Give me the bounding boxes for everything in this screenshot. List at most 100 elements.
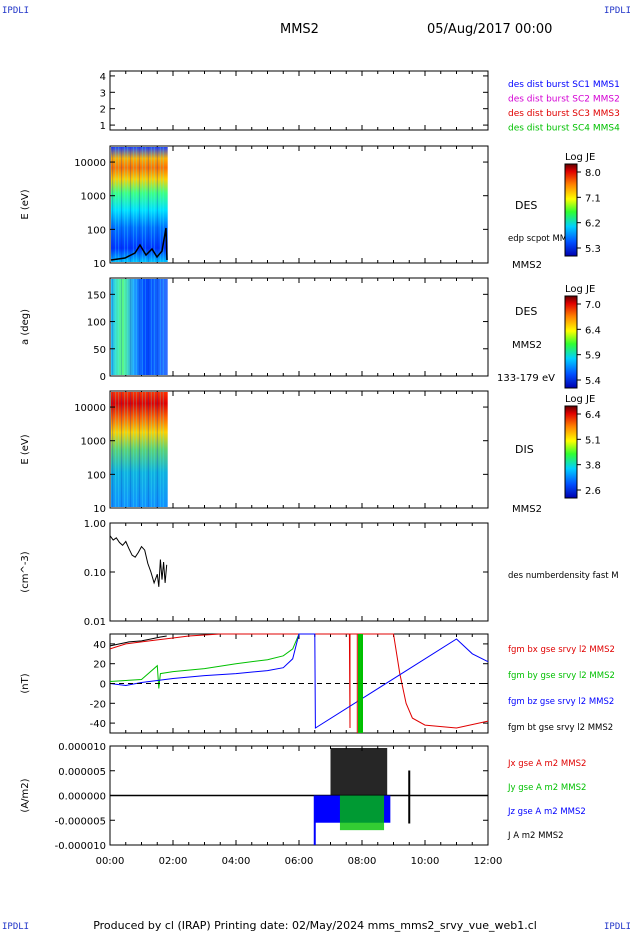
- spectrogram-stripe: [144, 279, 147, 375]
- spectrogram-stripe: [135, 279, 138, 375]
- y-tick-label: 2: [100, 105, 106, 116]
- colorbar-tick-label: 2.6: [585, 486, 601, 497]
- colorbar-tick-label: 6.2: [585, 219, 601, 230]
- density-panel-frame: [109, 522, 489, 622]
- x-tick-label: 10:00: [411, 856, 440, 867]
- y-tick-label: 0: [100, 372, 106, 383]
- series-line: [109, 635, 167, 647]
- panel-label: DIS: [515, 443, 534, 456]
- spectrogram-stripe: [162, 392, 164, 507]
- legend-entry: Jy gse A m2 MMS2: [507, 783, 586, 793]
- y-tick-label: 4: [100, 72, 106, 83]
- legend-entry: des dist burst SC3 MMS3: [508, 109, 620, 119]
- series-line: [109, 633, 300, 689]
- legend-entry: J A m2 MMS2: [507, 831, 564, 841]
- colorbar: [564, 295, 578, 389]
- spectrogram-stripe: [159, 147, 161, 262]
- y-tick-label: 100: [87, 318, 106, 329]
- y-tick-label: 10000: [74, 403, 106, 414]
- jy-burst: [339, 795, 385, 831]
- spectrogram-stripe: [138, 147, 141, 262]
- y-tick-label: -20: [90, 699, 106, 710]
- colorbar-tick-label: 6.4: [585, 410, 601, 421]
- spectrogram-fill: [111, 279, 168, 375]
- colorbar-tick-label: 6.4: [585, 325, 601, 336]
- spectrogram-stripe: [138, 392, 141, 507]
- y-tick-label: 0.000010: [58, 742, 106, 753]
- plot-title: MMS2: [280, 22, 319, 37]
- plot-date: 05/Aug/2017 00:00: [427, 22, 553, 37]
- spectrogram-stripe: [114, 279, 117, 375]
- colorbar-tick-label: 5.9: [585, 351, 601, 362]
- j-burst: [330, 748, 388, 796]
- y-tick-label: 150: [87, 290, 106, 301]
- colorbar-tick-label: 7.0: [585, 300, 601, 311]
- colorbar-tick-label: 5.4: [585, 376, 601, 387]
- spectrogram-stripe: [159, 392, 161, 507]
- y-tick-label: 1000: [81, 437, 106, 448]
- colorbar-title: Log JE: [565, 394, 595, 405]
- spectrogram-stripe: [150, 279, 152, 375]
- spectrogram-stripe: [129, 147, 132, 262]
- spectrogram-stripe: [141, 147, 144, 262]
- legend-entry: fgm bz gse srvy l2 MMS2: [508, 697, 614, 707]
- spectrogram-fill: [111, 147, 168, 262]
- x-tick-label: 00:00: [96, 856, 125, 867]
- y-tick-label: 50: [93, 345, 106, 356]
- y-tick-label: 1.00: [84, 519, 106, 530]
- spectrogram-stripe: [135, 147, 138, 262]
- colorbar-title: Log JE: [565, 284, 595, 295]
- spectrogram-stripe: [132, 392, 135, 507]
- scpot-line: [110, 227, 168, 261]
- colorbar-tick-label: 7.1: [585, 193, 601, 204]
- spectrogram-stripe: [156, 279, 158, 375]
- y-tick-label: 1: [100, 121, 106, 132]
- spectrogram-stripe: [117, 279, 120, 375]
- colorbar-tick-label: 5.3: [585, 244, 601, 255]
- y-axis-label: (A/m2): [20, 778, 31, 812]
- colorbar-tick-label: 5.1: [585, 435, 601, 446]
- x-tick-label: 02:00: [159, 856, 188, 867]
- spectrogram-stripe: [126, 392, 129, 507]
- colorbar: [564, 163, 578, 257]
- panel-sub-label: MMS2: [512, 504, 542, 515]
- y-tick-label: 0: [100, 680, 106, 691]
- spectrogram-stripe: [129, 279, 132, 375]
- spectrogram-stripe: [123, 392, 126, 507]
- colorbar-tick-label: 8.0: [585, 168, 601, 179]
- spectrogram-stripe: [126, 147, 129, 262]
- overlay-label: edp scpot MMS2: [508, 234, 578, 244]
- legend-entry: fgm bx gse srvy l2 MMS2: [508, 645, 615, 655]
- legend-entry: des dist burst SC2 MMS2: [508, 95, 620, 105]
- spectrogram-stripe: [123, 279, 126, 375]
- spectrogram-stripe: [117, 392, 120, 507]
- y-tick-label: 10: [93, 259, 106, 270]
- footer-text: Produced by cl (IRAP) Printing date: 02/…: [93, 919, 537, 932]
- spectrogram-stripe: [112, 279, 114, 375]
- spectrogram-stripe: [150, 392, 152, 507]
- colorbar-tick-label: 3.8: [585, 461, 601, 472]
- spectrogram-stripe: [141, 392, 144, 507]
- legend-entry: fgm bt gse srvy l2 MMS2: [508, 723, 613, 733]
- spectrogram-stripe: [159, 279, 161, 375]
- spectrogram-fill: [111, 392, 168, 507]
- spectrogram-stripe: [147, 279, 149, 375]
- x-tick-label: 06:00: [285, 856, 314, 867]
- colorbar-title: Log JE: [565, 152, 595, 163]
- corner-label-tr: IPDLI: [604, 6, 630, 16]
- spectrogram-stripe: [144, 392, 147, 507]
- y-tick-label: 10000: [74, 158, 106, 169]
- spectrogram-stripe: [132, 279, 135, 375]
- spectrogram-stripe: [150, 147, 152, 262]
- y-axis-label: (nT): [20, 673, 31, 693]
- spectrogram-stripe: [114, 147, 117, 262]
- x-tick-label: 04:00: [222, 856, 251, 867]
- y-axis-label: E (eV): [20, 189, 31, 219]
- panel-label: DES: [515, 305, 537, 318]
- spectrogram-stripe: [117, 147, 120, 262]
- spectrogram-stripe: [120, 279, 123, 375]
- panel-label: DES: [515, 199, 537, 212]
- spectrogram-stripe: [138, 279, 141, 375]
- panel-sub-label: MMS2: [512, 260, 542, 271]
- spectrogram-stripe: [114, 392, 117, 507]
